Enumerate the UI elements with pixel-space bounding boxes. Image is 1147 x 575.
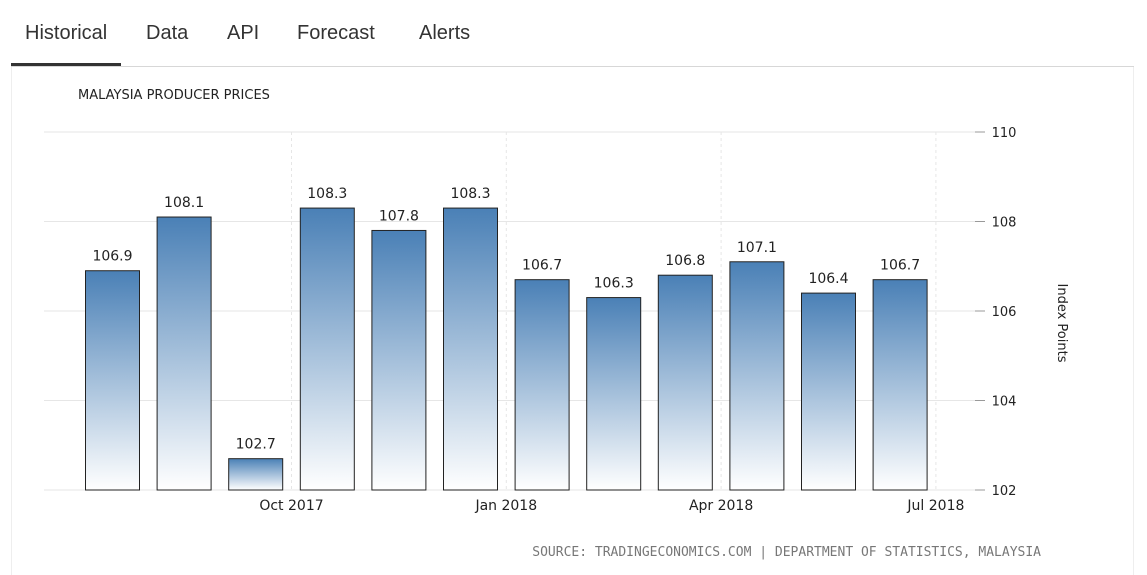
bar-value-label: 108.3 <box>450 186 490 202</box>
bar <box>872 279 928 491</box>
source-text: SOURCE: TRADINGECONOMICS.COM | DEPARTMEN… <box>532 545 1041 560</box>
bars: 106.9 108.1 102.7 108.3 107.8 108.3 106.7 106.3… <box>85 186 928 491</box>
bar-value-label: 102.7 <box>236 437 276 453</box>
bar <box>156 216 212 491</box>
bar-value-label: 108.3 <box>307 186 347 202</box>
bar-value-label: 106.4 <box>808 271 848 287</box>
panel-border-right <box>1133 67 1134 575</box>
chart-title: MALAYSIA PRODUCER PRICES <box>78 88 270 103</box>
y-tick-label: 106 <box>992 305 1017 320</box>
bar-value-label: 107.1 <box>737 240 777 256</box>
bar <box>657 274 713 491</box>
bar-value-label: 106.8 <box>665 253 705 269</box>
bar-value-label: 106.7 <box>522 258 562 274</box>
tab-alerts[interactable]: Alerts <box>419 22 471 44</box>
x-tick-label: Oct 2017 <box>259 498 323 514</box>
bar <box>514 279 570 491</box>
y-tick-label: 110 <box>992 126 1017 141</box>
bar <box>228 458 284 491</box>
bar-value-label: 107.8 <box>379 208 419 224</box>
x-tick-label: Apr 2018 <box>689 498 753 514</box>
bar-value-label: 108.1 <box>164 195 204 211</box>
panel-border-left <box>11 67 12 575</box>
y-tick-label: 102 <box>992 484 1017 499</box>
x-tick-label: Jul 2018 <box>906 498 964 514</box>
bar <box>443 207 498 491</box>
tab-forecast[interactable]: Forecast <box>297 22 375 44</box>
bar <box>85 270 140 491</box>
tab-historical[interactable]: Historical <box>10 22 122 66</box>
axes: 102 104 106 108 110 Oct 2017 Jan 2018 Apr 2018 J… <box>259 126 1016 514</box>
tab-api[interactable]: API <box>227 22 260 44</box>
x-tick-label: Jan 2018 <box>474 498 537 514</box>
bar <box>729 261 785 491</box>
bar-value-label: 106.7 <box>880 258 920 274</box>
bar-value-label: 106.9 <box>92 249 132 265</box>
bar-value-label: 106.3 <box>594 276 634 292</box>
y-tick-label: 104 <box>992 395 1017 410</box>
tab-bar: Historical Data API Forecast Alerts <box>10 0 1134 67</box>
bar <box>299 207 355 491</box>
y-tick-label: 108 <box>992 216 1017 231</box>
y-axis-title: Index Points <box>1054 284 1069 363</box>
tab-data[interactable]: Data <box>146 22 189 44</box>
bar <box>586 297 642 491</box>
bar <box>371 229 427 491</box>
bar-chart: MALAYSIA PRODUCER PRICES 106.9 108.1 102.7… <box>44 88 1069 560</box>
bar <box>801 292 856 491</box>
